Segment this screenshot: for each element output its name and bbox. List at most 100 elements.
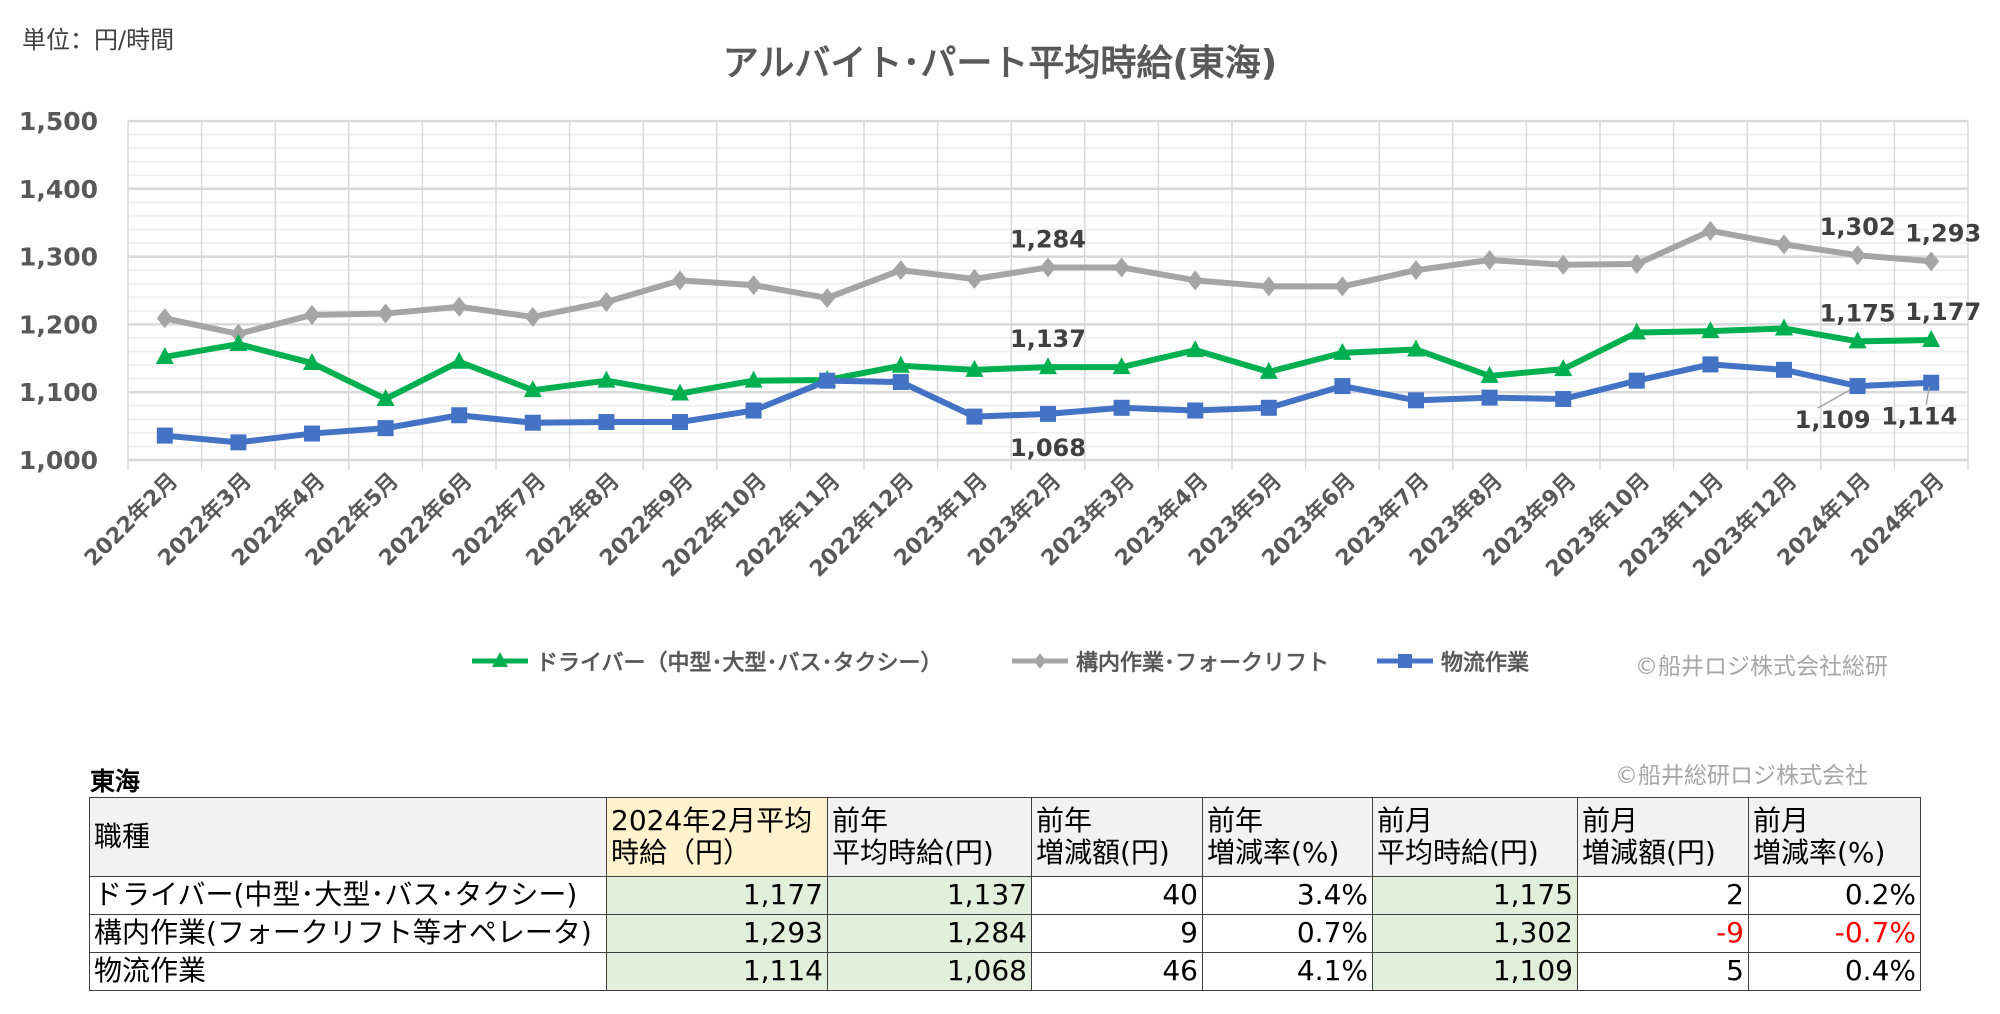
data-point-square [1187, 402, 1204, 419]
data-point-square [1628, 372, 1645, 389]
leader-line [1817, 389, 1850, 409]
header-mom-diff: 前月 増減額(円) [1577, 797, 1749, 877]
data-point-square [1260, 399, 1277, 416]
data-point-square [1408, 392, 1424, 409]
data-point-triangle [1554, 359, 1573, 377]
data-point-square [1040, 405, 1056, 422]
data-label: 1,177 [1905, 298, 1981, 326]
value-cell: 1,175 [1372, 876, 1578, 915]
diamond-marker-icon [1012, 653, 1068, 669]
data-point-diamond [1408, 260, 1424, 281]
legend-item-forklift: 構内作業･フォークリフト [1010, 645, 1329, 677]
value-cell: 0.7% [1202, 914, 1373, 953]
table-copyright: ©船井総研ロジ株式会社 [1615, 763, 1868, 789]
legend-label: 構内作業･フォークリフト [1076, 651, 1330, 676]
data-point-diamond [966, 268, 983, 289]
data-point-square [1849, 378, 1866, 395]
y-tick-label: 1,400 [19, 175, 98, 204]
data-point-triangle [155, 346, 174, 364]
y-tick-label: 1,500 [19, 107, 98, 136]
data-point-square [1334, 378, 1351, 395]
data-point-diamond [745, 275, 762, 296]
data-point-triangle [1186, 340, 1205, 358]
data-point-diamond [1187, 270, 1204, 291]
data-point-triangle [1259, 361, 1278, 379]
data-label: 1,068 [1010, 434, 1086, 462]
wage-table: 職種 2024年2月平均時給（円） 前年 平均時給(円) 前年 増減額(円) 前… [89, 797, 1921, 991]
data-point-diamond [1481, 249, 1498, 270]
data-point-diamond [156, 308, 173, 329]
header-prev-year: 前年 平均時給(円) [827, 797, 1032, 877]
data-point-square [1923, 374, 1940, 391]
y-tick-label: 1,100 [19, 378, 98, 407]
data-point-diamond [1923, 251, 1940, 272]
data-point-diamond [1776, 234, 1792, 255]
data-point-triangle [1112, 357, 1131, 375]
data-point-square [524, 414, 541, 431]
triangle-marker-icon [472, 652, 528, 667]
data-point-diamond [892, 260, 909, 281]
data-point-diamond [304, 304, 320, 325]
header-yoy-diff: 前年 増減額(円) [1031, 797, 1203, 877]
value-cell: 1,068 [827, 952, 1032, 991]
data-point-diamond [524, 306, 541, 327]
data-point-square [377, 420, 394, 437]
data-point-square [598, 414, 615, 431]
job-name-cell: 構内作業(フォークリフト等オペレータ) [89, 914, 607, 953]
data-point-triangle [1775, 318, 1793, 336]
value-cell: 9 [1031, 914, 1203, 953]
data-point-diamond [451, 296, 468, 317]
data-point-diamond [1555, 254, 1572, 275]
data-label: 1,284 [1010, 225, 1086, 253]
data-point-diamond [1628, 254, 1645, 275]
header-mom-rate: 前月 増減率(%) [1748, 797, 1921, 877]
data-label: 1,302 [1820, 213, 1896, 241]
legend-item-logistics: 物流作業 [1375, 645, 1529, 677]
data-point-square [892, 374, 909, 391]
data-point-triangle [1407, 339, 1425, 357]
data-point-triangle [597, 370, 616, 388]
y-tick-label: 1,300 [19, 243, 98, 272]
value-cell: 1,114 [606, 952, 828, 991]
table-region-title: 東海 [90, 767, 141, 796]
job-name-cell: 物流作業 [89, 952, 607, 991]
data-point-triangle [1848, 331, 1867, 349]
data-point-diamond [377, 303, 394, 324]
data-point-diamond [1260, 276, 1277, 297]
data-point-square [156, 427, 173, 444]
header-job: 職種 [89, 797, 607, 877]
data-point-diamond [1849, 245, 1866, 266]
value-cell: -0.7% [1748, 914, 1921, 953]
data-point-square [1113, 399, 1130, 416]
header-yoy-rate: 前年 増減率(%) [1202, 797, 1373, 877]
value-cell: 2 [1577, 876, 1749, 915]
header-current: 2024年2月平均時給（円） [606, 797, 828, 877]
value-cell: 1,177 [606, 876, 828, 915]
data-label: 1,175 [1820, 299, 1896, 327]
square-marker-icon [1377, 654, 1433, 668]
data-point-square [1555, 390, 1572, 407]
data-point-triangle [671, 383, 689, 401]
value-cell: 1,302 [1372, 914, 1578, 953]
data-point-triangle [376, 388, 395, 406]
table-row: 物流作業 1,114 1,068 46 4.1% 1,109 5 0.4% [89, 952, 1921, 991]
data-point-triangle [891, 355, 910, 373]
value-cell: 40 [1031, 876, 1203, 915]
data-point-triangle [965, 359, 984, 377]
data-point-square [1776, 361, 1792, 378]
job-name-cell: ドライバー(中型･大型･バス･タクシー) [89, 876, 607, 915]
data-point-triangle [450, 351, 469, 369]
value-cell: 1,293 [606, 914, 828, 953]
table-row: 構内作業(フォークリフト等オペレータ) 1,293 1,284 9 0.7% 1,302 -… [89, 914, 1921, 953]
legend-label: 物流作業 [1441, 651, 1530, 676]
legend-label: ドライバー（中型･大型･バス･タクシー） [536, 651, 943, 676]
value-cell: 4.1% [1202, 952, 1373, 991]
data-point-diamond [1334, 276, 1351, 297]
data-point-square [819, 372, 836, 389]
data-point-triangle [1701, 321, 1720, 339]
value-cell: 3.4% [1202, 876, 1373, 915]
value-cell: 1,284 [827, 914, 1032, 953]
data-point-diamond [819, 287, 836, 308]
table-header-row: 職種 2024年2月平均時給（円） 前年 平均時給(円) 前年 増減額(円) 前… [89, 797, 1921, 877]
